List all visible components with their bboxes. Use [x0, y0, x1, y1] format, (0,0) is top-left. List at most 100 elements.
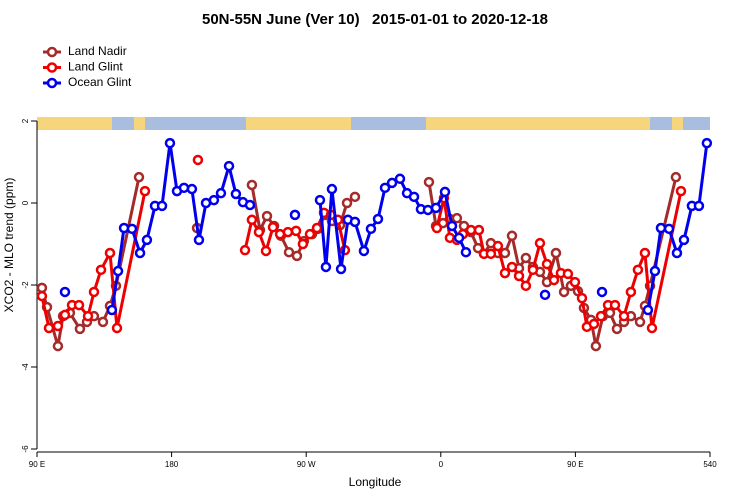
x-tick-label: 90 E	[567, 460, 583, 469]
data-point	[595, 310, 607, 322]
data-point	[349, 216, 361, 228]
data-point	[423, 176, 435, 188]
data-point	[422, 204, 434, 216]
data-point	[431, 222, 443, 234]
data-point	[492, 240, 504, 252]
data-point	[208, 194, 220, 206]
x-tick-label: 90 E	[29, 460, 45, 469]
data-point	[341, 197, 353, 209]
series-line	[110, 141, 709, 311]
data-point	[260, 245, 272, 257]
data-point	[267, 221, 279, 233]
data-point	[215, 187, 227, 199]
data-point	[675, 185, 687, 197]
data-point	[230, 188, 242, 200]
data-point	[311, 222, 323, 234]
data-point	[335, 263, 347, 275]
data-point	[499, 247, 511, 259]
data-point	[223, 160, 235, 172]
data-point	[670, 171, 682, 183]
land-band	[426, 117, 650, 130]
land-band	[246, 117, 351, 130]
data-point	[649, 265, 661, 277]
data-point	[408, 191, 420, 203]
data-point	[365, 223, 377, 235]
data-point	[693, 200, 705, 212]
data-point	[550, 247, 562, 259]
data-point	[320, 261, 332, 273]
data-point	[655, 222, 667, 234]
data-point	[106, 304, 118, 316]
y-axis-title: XCO2 - MLO trend (ppm)	[2, 178, 16, 313]
data-point	[141, 234, 153, 246]
legend-marker	[46, 46, 58, 58]
legend-label: Land Nadir	[68, 44, 127, 58]
data-point	[506, 230, 518, 242]
data-point	[82, 310, 94, 322]
data-point	[134, 247, 146, 259]
legend-marker	[46, 62, 58, 73]
data-point	[678, 234, 690, 246]
data-point	[178, 182, 190, 194]
data-point	[663, 223, 675, 235]
data-point	[164, 137, 176, 149]
data-point	[97, 316, 109, 328]
data-point	[562, 268, 574, 280]
data-point	[192, 154, 204, 166]
y-tick-label: -2	[21, 281, 30, 289]
data-point	[104, 247, 116, 259]
data-point	[73, 299, 85, 311]
data-point	[453, 232, 465, 244]
data-point	[261, 210, 273, 222]
data-point	[358, 245, 370, 257]
legend-label: Ocean Glint	[68, 75, 132, 89]
data-point	[596, 286, 608, 298]
data-point	[244, 199, 256, 211]
data-point	[701, 137, 713, 149]
data-point	[283, 246, 295, 258]
data-point	[112, 265, 124, 277]
y-tick-label: -6	[21, 445, 30, 453]
data-point	[289, 209, 301, 221]
land-sea-strip	[37, 117, 710, 130]
data-point	[253, 226, 265, 238]
data-point	[439, 186, 451, 198]
data-point	[349, 191, 361, 203]
data-point	[246, 179, 258, 191]
data-point	[59, 309, 71, 321]
x-tick-label: 540	[703, 460, 717, 469]
data-point	[394, 173, 406, 185]
x-tick-label: 90 W	[297, 460, 316, 469]
data-point	[139, 185, 151, 197]
data-point	[290, 225, 302, 237]
data-point	[499, 267, 511, 279]
data-point	[569, 276, 581, 288]
data-point	[527, 264, 539, 276]
data-point	[291, 250, 303, 262]
data-point	[506, 261, 518, 273]
data-point	[451, 212, 463, 224]
data-point	[588, 318, 600, 330]
data-point	[74, 323, 86, 335]
data-point	[576, 292, 588, 304]
data-point	[314, 194, 326, 206]
data-point	[186, 183, 198, 195]
data-point	[239, 244, 251, 256]
data-point	[446, 220, 458, 232]
data-point	[133, 171, 145, 183]
data-point	[473, 224, 485, 236]
data-point	[609, 299, 621, 311]
data-point	[513, 270, 525, 282]
data-point	[520, 280, 532, 292]
y-tick-label: -4	[21, 363, 30, 371]
chart-title: 50N-55N June (Ver 10) 2015-01-01 to 2020…	[202, 11, 548, 28]
data-point	[36, 282, 48, 294]
data-point	[326, 183, 338, 195]
data-point	[386, 177, 398, 189]
x-axis-title: Longitude	[349, 475, 402, 489]
data-point	[548, 274, 560, 286]
data-point	[618, 310, 630, 322]
y-tick-label: 0	[21, 200, 30, 205]
data-point	[534, 237, 546, 249]
